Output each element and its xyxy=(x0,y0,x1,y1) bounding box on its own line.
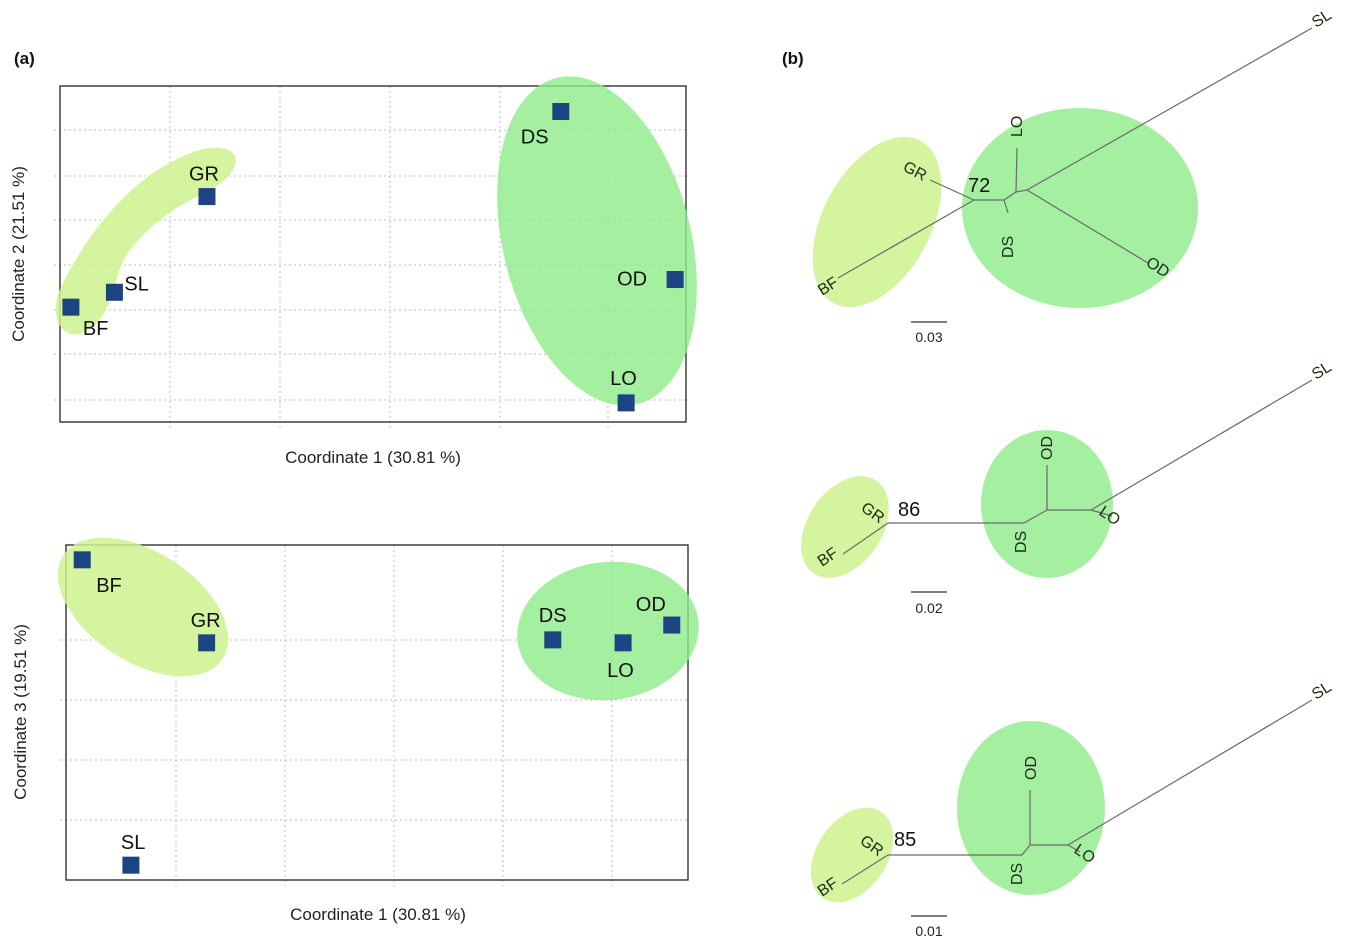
pcoa-2-point-od xyxy=(663,616,681,634)
pcoa-plot-2: BF GR SL DS LO OD Coordinate 1 (30.81 %) Coor… xyxy=(11,537,699,924)
tree-3-scale-label: 0.01 xyxy=(915,923,942,939)
tree-3-bootstrap: 85 xyxy=(894,829,916,851)
pcoa-1-point-od xyxy=(666,271,684,289)
tree-2-scale-label: 0.02 xyxy=(915,600,942,616)
pcoa-1-point-label-ds: DS xyxy=(521,127,549,149)
tree-3-cluster-green xyxy=(957,721,1105,895)
tree-3-tip-ds: DS xyxy=(1009,863,1026,885)
pcoa-2-point-label-gr: GR xyxy=(191,610,221,632)
tree-1-tip-sl: SL xyxy=(1309,7,1335,32)
nj-tree-3: GR BF DS OD LO SL 85 0.01 xyxy=(810,679,1335,939)
tree-1-edges xyxy=(837,27,1313,279)
pcoa-2-frame xyxy=(65,544,689,881)
tree-3-tip-od: OD xyxy=(1023,756,1040,780)
pcoa-2-point-label-bf: BF xyxy=(96,575,122,597)
pcoa-1-points: BF SL GR DS OD LO xyxy=(62,103,684,412)
pcoa-2-point-label-ds: DS xyxy=(539,605,567,627)
pcoa-2-point-label-sl: SL xyxy=(121,832,145,854)
pcoa-1-point-gr xyxy=(198,188,216,206)
tree-2-tip-od: OD xyxy=(1039,436,1056,460)
pcoa-plot-1: BF SL GR DS OD LO Coordinate 1 (30.81 %) Coor… xyxy=(9,76,697,467)
pcoa-1-point-ds xyxy=(552,103,570,121)
pcoa-2-cluster-bf-gr xyxy=(57,537,229,677)
pcoa-1-point-label-od: OD xyxy=(617,269,647,291)
tree-2-cluster-light xyxy=(801,476,889,578)
tree-1-scale-label: 0.03 xyxy=(915,329,942,345)
tree-3-tip-sl: SL xyxy=(1309,679,1335,704)
pcoa-2-point-sl xyxy=(122,856,140,874)
pcoa-1-point-label-lo: LO xyxy=(610,368,637,390)
tree-1-cluster-light xyxy=(812,136,942,308)
panel-label-b: (b) xyxy=(782,49,804,68)
pcoa-1-x-axis-label: Coordinate 1 (30.81 %) xyxy=(285,448,461,467)
tree-1-bootstrap: 72 xyxy=(968,175,990,197)
tree-3-branches xyxy=(841,699,1313,885)
tree-1-branches xyxy=(837,27,1313,279)
tree-3-edges xyxy=(841,699,1313,885)
tree-2-tip-sl: SL xyxy=(1309,359,1335,384)
pcoa-2-point-gr xyxy=(198,634,216,652)
pcoa-2-point-ds xyxy=(544,631,562,649)
tree-2-edges xyxy=(842,379,1313,555)
tree-2-bootstrap: 86 xyxy=(898,499,920,521)
pcoa-2-points: BF GR SL DS LO OD xyxy=(73,551,681,874)
pcoa-2-point-label-od: OD xyxy=(636,594,666,616)
pcoa-1-point-label-sl: SL xyxy=(124,273,148,295)
tree-1-tip-lo: LO xyxy=(1009,116,1026,137)
panel-label-a: (a) xyxy=(14,49,35,68)
tree-3-cluster-light xyxy=(810,807,894,903)
pcoa-2-point-bf xyxy=(73,551,91,569)
pcoa-1-point-label-gr: GR xyxy=(189,164,219,186)
pcoa-2-cluster-ds-lo-od xyxy=(517,561,699,701)
tree-2-tip-ds: DS xyxy=(1013,531,1030,553)
pcoa-2-x-axis-label: Coordinate 1 (30.81 %) xyxy=(290,905,466,924)
pcoa-1-y-axis-label: Coordinate 2 (21.51 %) xyxy=(9,166,28,342)
tree-1-tip-ds: DS xyxy=(1000,236,1017,258)
tree-2-branches xyxy=(842,379,1313,555)
nj-tree-2: GR BF DS OD LO SL 86 0.02 xyxy=(801,359,1335,616)
pcoa-2-point-label-lo: LO xyxy=(607,660,634,682)
pcoa-1-point-lo xyxy=(617,394,635,412)
pcoa-2-y-axis-label: Coordinate 3 (19.51 %) xyxy=(11,624,30,800)
pcoa-1-point-sl xyxy=(105,283,123,301)
nj-tree-1: GR BF DS LO OD SL 72 0.03 xyxy=(812,7,1335,345)
pcoa-1-cluster-ds-od-lo xyxy=(497,76,697,406)
pcoa-1-point-label-bf: BF xyxy=(83,318,109,340)
pcoa-1-point-bf xyxy=(62,298,80,316)
pcoa-2-point-lo xyxy=(614,634,632,652)
pcoa-1-cluster-bf-sl-gr xyxy=(55,147,236,335)
